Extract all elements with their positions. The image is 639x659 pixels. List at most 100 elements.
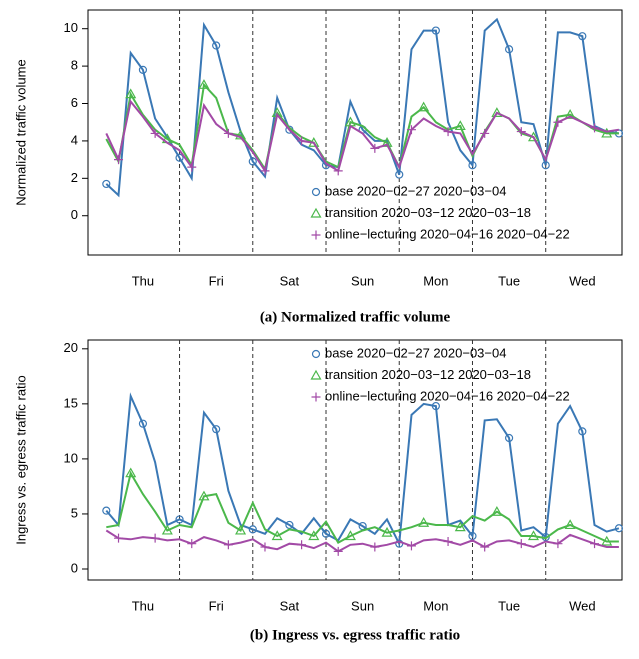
x-tick-label: Sat: [280, 598, 300, 613]
data-point: [102, 506, 111, 515]
data-point: [271, 530, 283, 541]
data-point: [102, 179, 111, 189]
y-tick-label: 5: [71, 505, 78, 520]
legend-label: online−lecturing 2020−04−16 2020−04−22: [325, 388, 570, 403]
x-tick-label: Wed: [569, 598, 596, 613]
data-point: [235, 129, 247, 140]
data-point: [418, 517, 430, 527]
data-point: [590, 123, 600, 133]
data-point: [578, 32, 587, 41]
data-point: [125, 467, 137, 478]
data-point: [601, 535, 613, 546]
x-tick-label: Fri: [209, 273, 224, 288]
data-point: [454, 120, 466, 131]
data-point: [138, 419, 148, 428]
chart-title: (a) Normalized traffic volume: [260, 309, 451, 325]
legend-label: online−lecturing 2020−04−16 2020−04−22: [325, 226, 570, 241]
data-point: [297, 540, 307, 550]
legend-marker: [310, 369, 322, 380]
data-point: [516, 127, 526, 137]
data-point: [553, 539, 563, 549]
data-point: [381, 526, 393, 537]
data-point: [260, 166, 270, 176]
data-point: [370, 542, 380, 552]
data-point: [114, 533, 124, 543]
x-tick-label: Thu: [132, 273, 154, 288]
series-line: [105, 392, 620, 548]
x-tick-label: Mon: [423, 598, 448, 613]
data-point: [161, 524, 173, 535]
y-tick-label: 20: [64, 340, 78, 355]
legend-marker: [310, 207, 322, 218]
plot-frame: [87, 339, 623, 581]
legend-label: transition 2020−03−12 2020−03−18: [325, 367, 531, 382]
data-point: [454, 521, 466, 532]
chart-title: (b) Ingress vs. egress traffic ratio: [250, 627, 460, 643]
data-point: [491, 506, 503, 516]
data-point: [443, 127, 453, 137]
x-tick-label: Sun: [351, 598, 374, 613]
data-point: [187, 539, 197, 549]
data-point: [333, 166, 343, 176]
data-point: [344, 530, 356, 541]
data-point: [138, 65, 148, 74]
data-point: [443, 536, 453, 546]
y-tick-label: 0: [71, 560, 78, 575]
y-axis-label: Normalized traffic volume: [13, 59, 28, 205]
y-tick-label: 15: [64, 395, 78, 410]
legend-marker: [311, 187, 321, 197]
data-point: [431, 401, 440, 411]
data-point: [590, 539, 600, 549]
x-tick-label: Fri: [209, 598, 224, 613]
series-line: [105, 17, 620, 198]
data-point: [248, 525, 257, 534]
legend-marker: [311, 230, 321, 240]
data-point: [308, 530, 320, 541]
data-point: [516, 539, 526, 549]
x-tick-label: Wed: [569, 273, 596, 288]
y-tick-label: 8: [71, 58, 78, 73]
series-line: [105, 99, 620, 174]
data-point: [418, 101, 430, 112]
data-point: [198, 490, 210, 501]
data-point: [431, 26, 440, 35]
data-point: [370, 143, 380, 153]
data-point: [321, 529, 331, 538]
series-line: [106, 470, 619, 544]
data-point: [175, 515, 184, 524]
data-point: [504, 433, 514, 443]
data-point: [564, 109, 576, 119]
legend-marker: [311, 392, 321, 402]
data-point: [260, 542, 270, 552]
x-tick-label: Tue: [498, 598, 520, 613]
data-point: [504, 45, 514, 54]
x-tick-label: Tue: [498, 273, 520, 288]
data-point: [114, 155, 124, 165]
data-point: [175, 153, 184, 162]
data-point: [541, 161, 550, 170]
x-tick-label: Sat: [280, 273, 300, 288]
x-tick-label: Thu: [132, 598, 154, 613]
legend-marker: [311, 349, 321, 359]
data-point: [527, 530, 540, 541]
x-tick-label: Mon: [423, 273, 448, 288]
data-point: [480, 542, 490, 552]
data-point: [187, 162, 197, 172]
data-point: [212, 425, 221, 434]
legend-label: base 2020−02−27 2020−03−04: [325, 183, 506, 198]
data-point: [223, 128, 233, 138]
data-point: [491, 107, 503, 117]
data-point: [212, 41, 221, 50]
legend-label: transition 2020−03−12 2020−03−18: [325, 205, 531, 220]
data-point: [223, 540, 233, 550]
y-tick-label: 10: [64, 450, 78, 465]
data-point: [395, 170, 404, 179]
data-point: [406, 541, 416, 551]
data-point: [564, 519, 576, 530]
y-axis-label: Ingress vs. egress traffic ratio: [13, 375, 28, 545]
data-point: [468, 161, 477, 170]
y-tick-label: 2: [71, 170, 78, 185]
data-point: [614, 524, 624, 533]
y-tick-label: 6: [71, 95, 78, 110]
